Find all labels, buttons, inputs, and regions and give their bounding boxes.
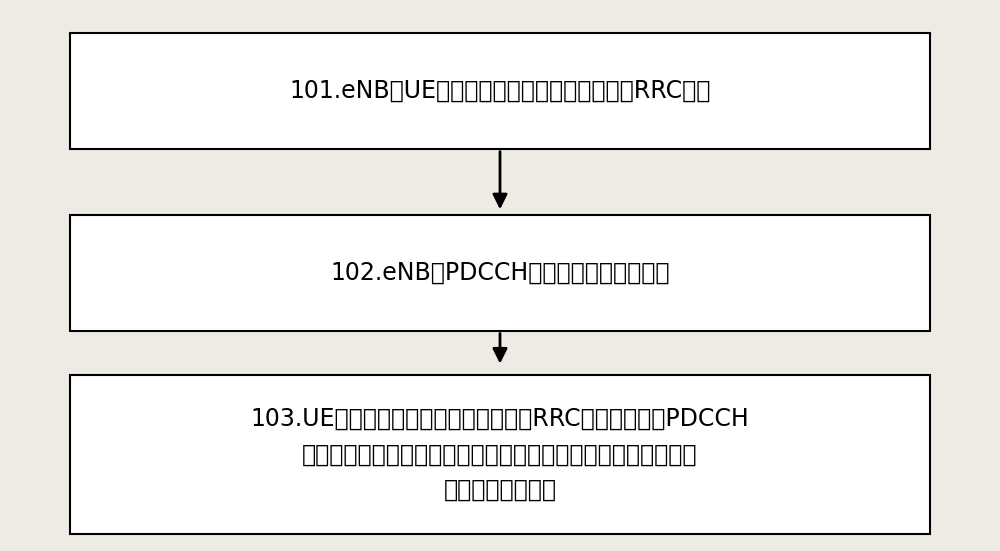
- FancyBboxPatch shape: [70, 375, 930, 534]
- FancyBboxPatch shape: [70, 33, 930, 149]
- Text: 103.UE接收进入动态配置帧结构状态的RRC指令后，检测PDCCH
中帧结构的配置信息，根据检测到的配置信息，配置下一个配置
周期采用的帧结构: 103.UE接收进入动态配置帧结构状态的RRC指令后，检测PDCCH 中帧结构的…: [251, 407, 749, 502]
- FancyBboxPatch shape: [70, 215, 930, 331]
- Text: 101.eNB向UE发送进入动态配置帧结构状态的RRC指令: 101.eNB向UE发送进入动态配置帧结构状态的RRC指令: [289, 79, 711, 103]
- Text: 102.eNB在PDCCH发送帧结构的配置信息: 102.eNB在PDCCH发送帧结构的配置信息: [330, 261, 670, 285]
